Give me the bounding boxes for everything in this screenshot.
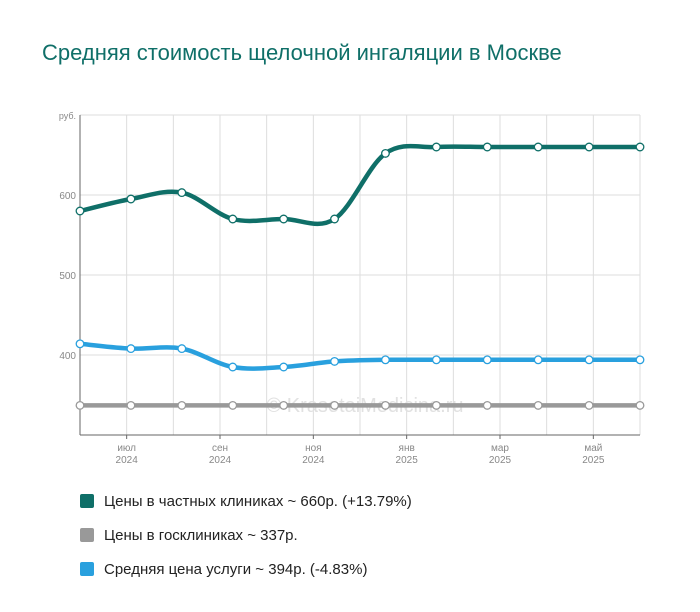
data-point bbox=[126, 400, 136, 410]
y-tick-label: 400 bbox=[59, 351, 76, 362]
data-point bbox=[533, 355, 543, 365]
legend-swatch-public bbox=[80, 528, 94, 542]
x-tick-label-month: июл bbox=[117, 443, 136, 454]
x-tick-label-month: янв bbox=[399, 443, 415, 454]
legend-swatch-private bbox=[80, 494, 94, 508]
x-tick-label-month: мар bbox=[491, 443, 509, 454]
data-point bbox=[482, 355, 492, 365]
legend-label-average: Средняя цена услуги ~ 394р. (-4.83%) bbox=[104, 560, 368, 578]
data-point bbox=[126, 194, 136, 204]
legend-label-public: Цены в госклиниках ~ 337р. bbox=[104, 526, 298, 544]
data-point bbox=[584, 400, 594, 410]
x-tick-label-year: 2024 bbox=[209, 455, 232, 466]
data-point bbox=[330, 214, 339, 224]
data-point bbox=[635, 400, 645, 410]
x-tick-label-year: 2025 bbox=[489, 455, 512, 466]
data-point bbox=[431, 142, 441, 152]
legend-item-average[interactable]: Средняя цена услуги ~ 394р. (-4.83%) bbox=[80, 552, 412, 586]
data-point bbox=[533, 400, 543, 410]
data-point bbox=[126, 344, 136, 354]
x-tick-label-month: сен bbox=[212, 443, 228, 454]
data-point bbox=[533, 142, 543, 152]
x-tick-label-year: 2024 bbox=[302, 455, 325, 466]
x-tick-label-year: 2024 bbox=[116, 455, 139, 466]
legend-label-private: Цены в частных клиниках ~ 660р. (+13.79%… bbox=[104, 492, 412, 510]
legend-item-private[interactable]: Цены в частных клиниках ~ 660р. (+13.79%… bbox=[80, 484, 412, 518]
data-point bbox=[584, 355, 594, 365]
data-point bbox=[279, 362, 289, 372]
data-point bbox=[75, 339, 85, 349]
data-point bbox=[177, 344, 187, 354]
data-point bbox=[635, 142, 645, 152]
legend-swatch-average bbox=[80, 562, 94, 576]
data-point bbox=[75, 206, 85, 216]
x-tick-label-month: ноя bbox=[305, 443, 322, 454]
y-tick-label: 600 bbox=[59, 191, 76, 202]
data-point bbox=[431, 400, 441, 410]
data-point bbox=[177, 188, 187, 198]
legend-item-public[interactable]: Цены в госклиниках ~ 337р. bbox=[80, 518, 412, 552]
data-point bbox=[330, 356, 339, 366]
data-point bbox=[330, 400, 339, 410]
data-point bbox=[381, 148, 390, 158]
data-point bbox=[228, 214, 238, 224]
data-point bbox=[279, 214, 289, 224]
data-point bbox=[482, 400, 492, 410]
data-point bbox=[228, 400, 238, 410]
chart-title: Средняя стоимость щелочной ингаляции в М… bbox=[42, 40, 562, 65]
x-tick-label-month: май bbox=[584, 443, 602, 454]
data-point bbox=[431, 355, 441, 365]
data-point bbox=[482, 142, 492, 152]
data-point bbox=[228, 362, 238, 372]
data-point bbox=[177, 400, 187, 410]
y-axis-unit-label: руб. bbox=[59, 111, 76, 121]
x-tick-label-year: 2025 bbox=[396, 455, 419, 466]
legend: Цены в частных клиниках ~ 660р. (+13.79%… bbox=[80, 484, 412, 586]
y-tick-label: 500 bbox=[59, 271, 76, 282]
data-point bbox=[381, 355, 390, 365]
data-point bbox=[279, 400, 289, 410]
data-point bbox=[381, 400, 390, 410]
data-point bbox=[635, 355, 645, 365]
x-tick-label-year: 2025 bbox=[582, 455, 605, 466]
data-point bbox=[75, 400, 85, 410]
data-point bbox=[584, 142, 594, 152]
